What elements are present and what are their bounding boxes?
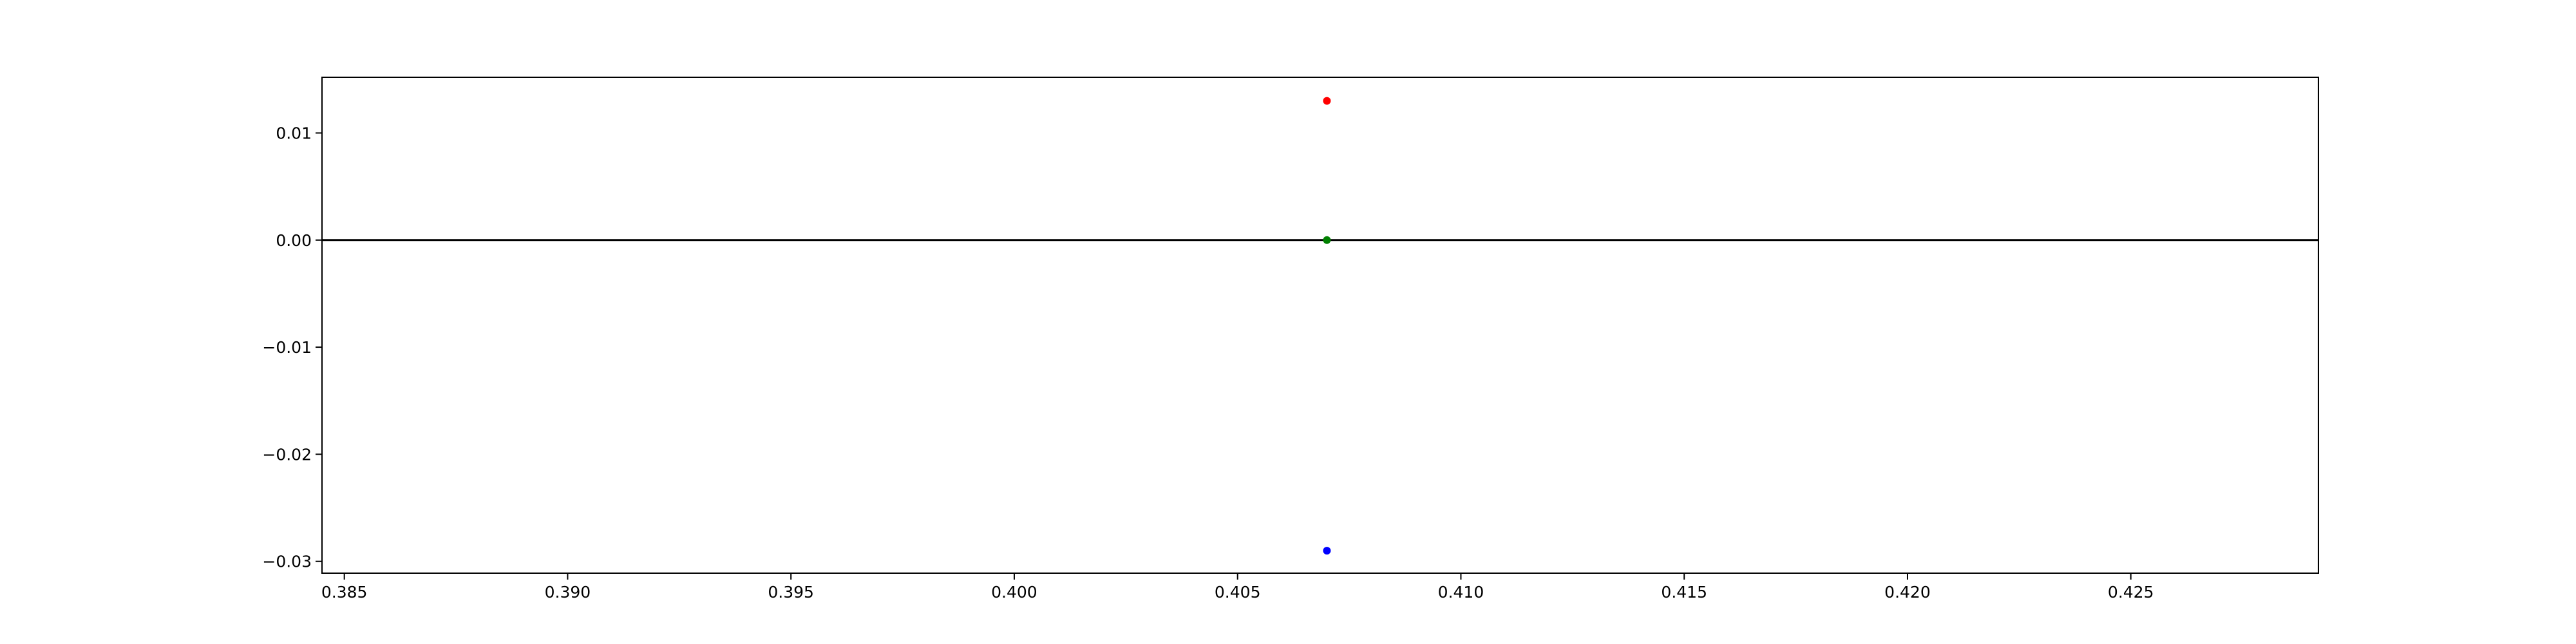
x-tick-label: 0.390 [545,583,591,601]
x-tick-label: 0.395 [768,583,814,601]
y-tick-label: −0.02 [262,445,312,464]
data-point [1323,547,1331,555]
y-tick-label: −0.01 [262,338,312,357]
x-tick-label: 0.425 [2108,583,2154,601]
x-tick-label: 0.400 [991,583,1037,601]
y-axis: 0.01 0.00 −0.01 −0.02 −0.03 [262,124,322,571]
data-point [1323,236,1331,244]
y-tick-label: 0.00 [276,231,312,250]
plot-frame [321,77,2319,574]
x-tick-label: 0.410 [1438,583,1484,601]
data-point [1323,97,1331,105]
x-axis: 0.385 0.390 0.395 0.400 0.405 0.410 0.415 0.420… [321,573,2154,601]
x-tick-label: 0.420 [1884,583,1931,601]
y-tick-label: −0.03 [262,553,312,571]
plot-area [322,97,2318,555]
y-tick-label: 0.01 [276,124,312,142]
x-tick-label: 0.415 [1661,583,1707,601]
x-tick-label: 0.385 [321,583,368,601]
x-tick-label: 0.405 [1215,583,1261,601]
